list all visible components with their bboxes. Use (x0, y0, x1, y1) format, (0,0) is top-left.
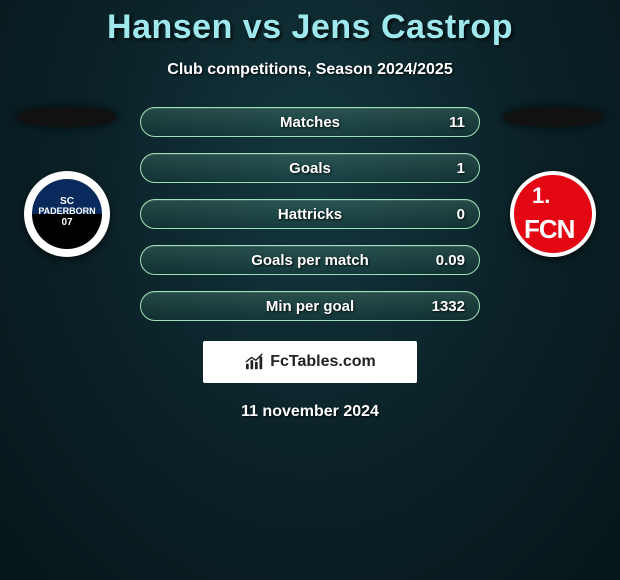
footer-date: 11 november 2024 (0, 403, 620, 421)
crest-right-bottom: FCN (524, 214, 574, 245)
brand-text: FcTables.com (270, 353, 376, 371)
stat-value-right: 1332 (432, 298, 465, 315)
right-team-column: 1. FCN (498, 107, 608, 257)
stat-label: Goals per match (251, 252, 369, 269)
stat-value-right: 1 (457, 160, 465, 177)
stat-label: Matches (280, 114, 340, 131)
crest-right-top: 1. (532, 183, 550, 209)
crest-left-line2: PADERBORN (38, 207, 95, 216)
player-shadow-right (503, 107, 603, 127)
chart-icon (244, 353, 266, 371)
stat-row-matches: Matches 11 (140, 107, 480, 137)
stats-list: Matches 11 Goals 1 Hattricks 0 Goals per… (140, 107, 480, 321)
stat-row-mpg: Min per goal 1332 (140, 291, 480, 321)
player-shadow-left (17, 107, 117, 127)
team-crest-left: SC PADERBORN 07 (24, 171, 110, 257)
stat-value-right: 0.09 (436, 252, 465, 269)
crest-left-line3: 07 (61, 218, 72, 228)
stat-label: Hattricks (278, 206, 342, 223)
crest-left-line1: SC (60, 197, 74, 207)
brand-badge: FcTables.com (203, 341, 417, 383)
stat-value-right: 11 (449, 114, 465, 131)
stat-row-hattricks: Hattricks 0 (140, 199, 480, 229)
stat-label: Goals (289, 160, 331, 177)
stat-row-goals: Goals 1 (140, 153, 480, 183)
stat-row-gpm: Goals per match 0.09 (140, 245, 480, 275)
team-crest-right: 1. FCN (510, 171, 596, 257)
page-title: Hansen vs Jens Castrop (0, 0, 620, 47)
page-subtitle: Club competitions, Season 2024/2025 (0, 61, 620, 79)
stat-value-right: 0 (457, 206, 465, 223)
crest-left-inner: SC PADERBORN 07 (32, 179, 102, 249)
stat-label: Min per goal (266, 298, 354, 315)
left-team-column: SC PADERBORN 07 (12, 107, 122, 257)
comparison-panel: SC PADERBORN 07 Matches 11 Goals 1 Hattr… (0, 107, 620, 321)
